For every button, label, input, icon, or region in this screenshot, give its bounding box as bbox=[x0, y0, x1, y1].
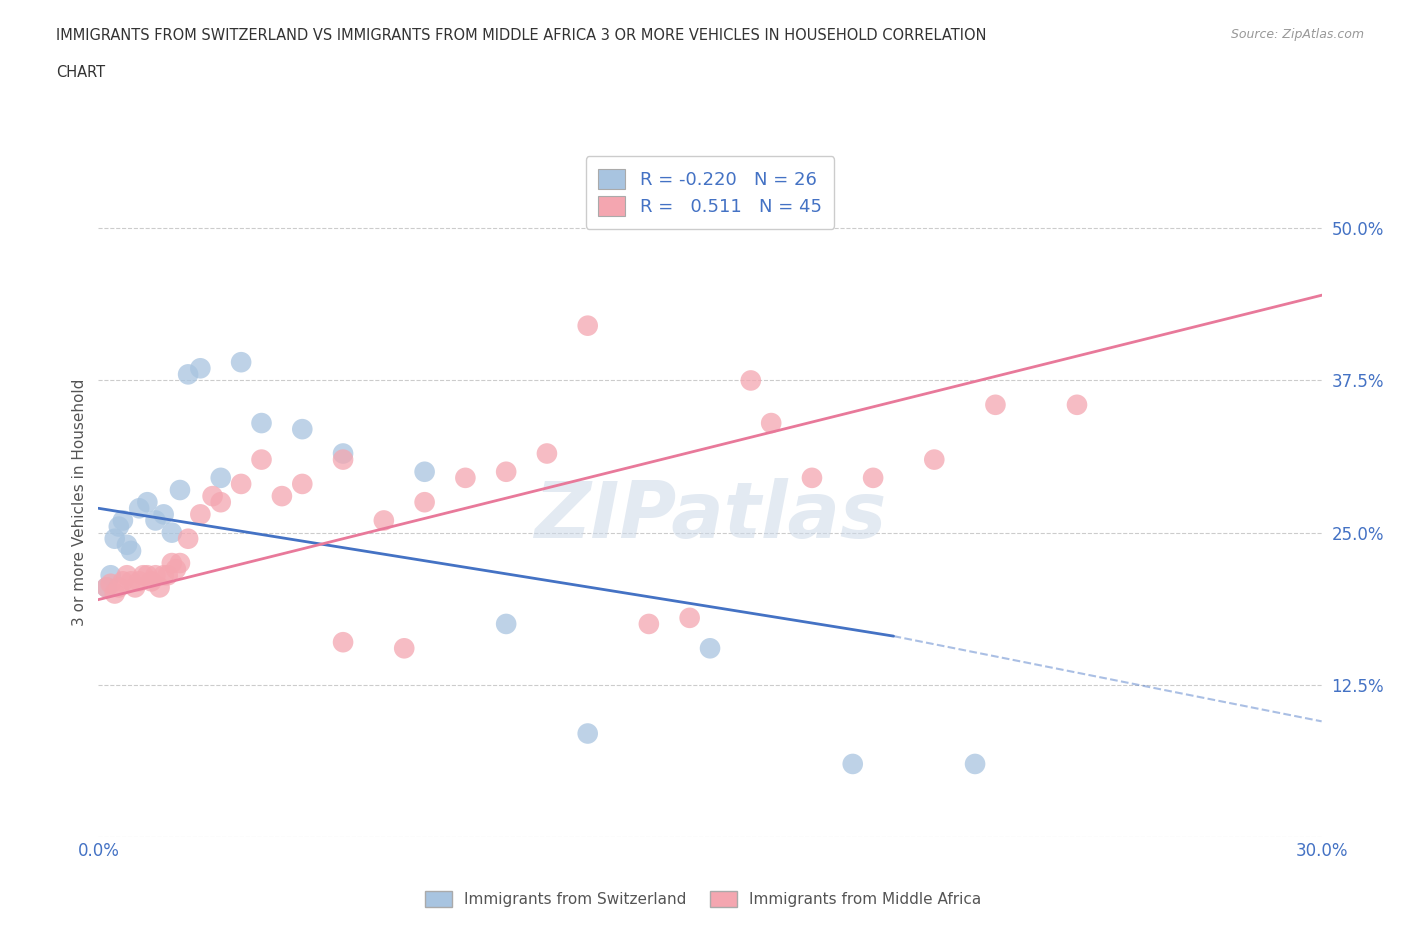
Point bbox=[160, 525, 183, 540]
Point bbox=[536, 446, 558, 461]
Point bbox=[104, 531, 127, 546]
Text: CHART: CHART bbox=[56, 65, 105, 80]
Point bbox=[250, 416, 273, 431]
Point bbox=[111, 513, 134, 528]
Point bbox=[413, 495, 436, 510]
Point bbox=[291, 476, 314, 491]
Point bbox=[120, 574, 142, 589]
Point bbox=[128, 501, 150, 516]
Point bbox=[136, 568, 159, 583]
Point bbox=[699, 641, 721, 656]
Point bbox=[177, 367, 200, 382]
Point bbox=[188, 361, 212, 376]
Point bbox=[454, 471, 477, 485]
Point bbox=[679, 610, 702, 625]
Point bbox=[332, 635, 354, 650]
Point bbox=[128, 574, 150, 589]
Point bbox=[201, 488, 224, 503]
Point bbox=[373, 513, 395, 528]
Point bbox=[111, 574, 134, 589]
Point bbox=[965, 756, 987, 771]
Point bbox=[291, 421, 314, 436]
Point bbox=[1066, 397, 1088, 412]
Point bbox=[231, 354, 253, 369]
Point bbox=[188, 507, 212, 522]
Point bbox=[413, 464, 436, 479]
Point bbox=[638, 617, 661, 631]
Point bbox=[250, 452, 273, 467]
Text: ZIPatlas: ZIPatlas bbox=[534, 478, 886, 553]
Point bbox=[165, 562, 187, 577]
Point bbox=[209, 471, 232, 485]
Point bbox=[156, 568, 179, 583]
Point bbox=[100, 577, 122, 591]
Legend: Immigrants from Switzerland, Immigrants from Middle Africa: Immigrants from Switzerland, Immigrants … bbox=[419, 884, 987, 913]
Point bbox=[922, 452, 945, 467]
Point bbox=[740, 373, 762, 388]
Point bbox=[104, 586, 127, 601]
Point bbox=[495, 617, 517, 631]
Point bbox=[132, 568, 155, 583]
Text: Source: ZipAtlas.com: Source: ZipAtlas.com bbox=[1230, 28, 1364, 41]
Point bbox=[761, 416, 783, 431]
Point bbox=[332, 452, 354, 467]
Y-axis label: 3 or more Vehicles in Household: 3 or more Vehicles in Household bbox=[72, 379, 87, 626]
Point bbox=[392, 641, 416, 656]
Point bbox=[141, 574, 163, 589]
Point bbox=[100, 568, 122, 583]
Point bbox=[984, 397, 1007, 412]
Legend: R = -0.220   N = 26, R =   0.511   N = 45: R = -0.220 N = 26, R = 0.511 N = 45 bbox=[586, 156, 834, 229]
Point bbox=[115, 538, 138, 552]
Point bbox=[124, 580, 146, 595]
Point bbox=[120, 543, 142, 558]
Point bbox=[801, 471, 824, 485]
Point bbox=[841, 756, 863, 771]
Point bbox=[152, 507, 174, 522]
Point bbox=[96, 580, 118, 595]
Point bbox=[136, 495, 159, 510]
Point bbox=[160, 555, 183, 570]
Point bbox=[270, 488, 294, 503]
Point bbox=[108, 580, 131, 595]
Point bbox=[332, 446, 354, 461]
Point bbox=[149, 580, 172, 595]
Point bbox=[231, 476, 253, 491]
Point bbox=[862, 471, 884, 485]
Point bbox=[145, 513, 167, 528]
Point bbox=[145, 568, 167, 583]
Point bbox=[576, 726, 599, 741]
Point bbox=[115, 568, 138, 583]
Point bbox=[495, 464, 517, 479]
Point bbox=[96, 580, 118, 595]
Point bbox=[169, 483, 191, 498]
Point bbox=[152, 568, 174, 583]
Point bbox=[209, 495, 232, 510]
Text: IMMIGRANTS FROM SWITZERLAND VS IMMIGRANTS FROM MIDDLE AFRICA 3 OR MORE VEHICLES : IMMIGRANTS FROM SWITZERLAND VS IMMIGRANT… bbox=[56, 28, 987, 43]
Point bbox=[108, 519, 131, 534]
Point bbox=[576, 318, 599, 333]
Point bbox=[169, 555, 191, 570]
Point bbox=[177, 531, 200, 546]
